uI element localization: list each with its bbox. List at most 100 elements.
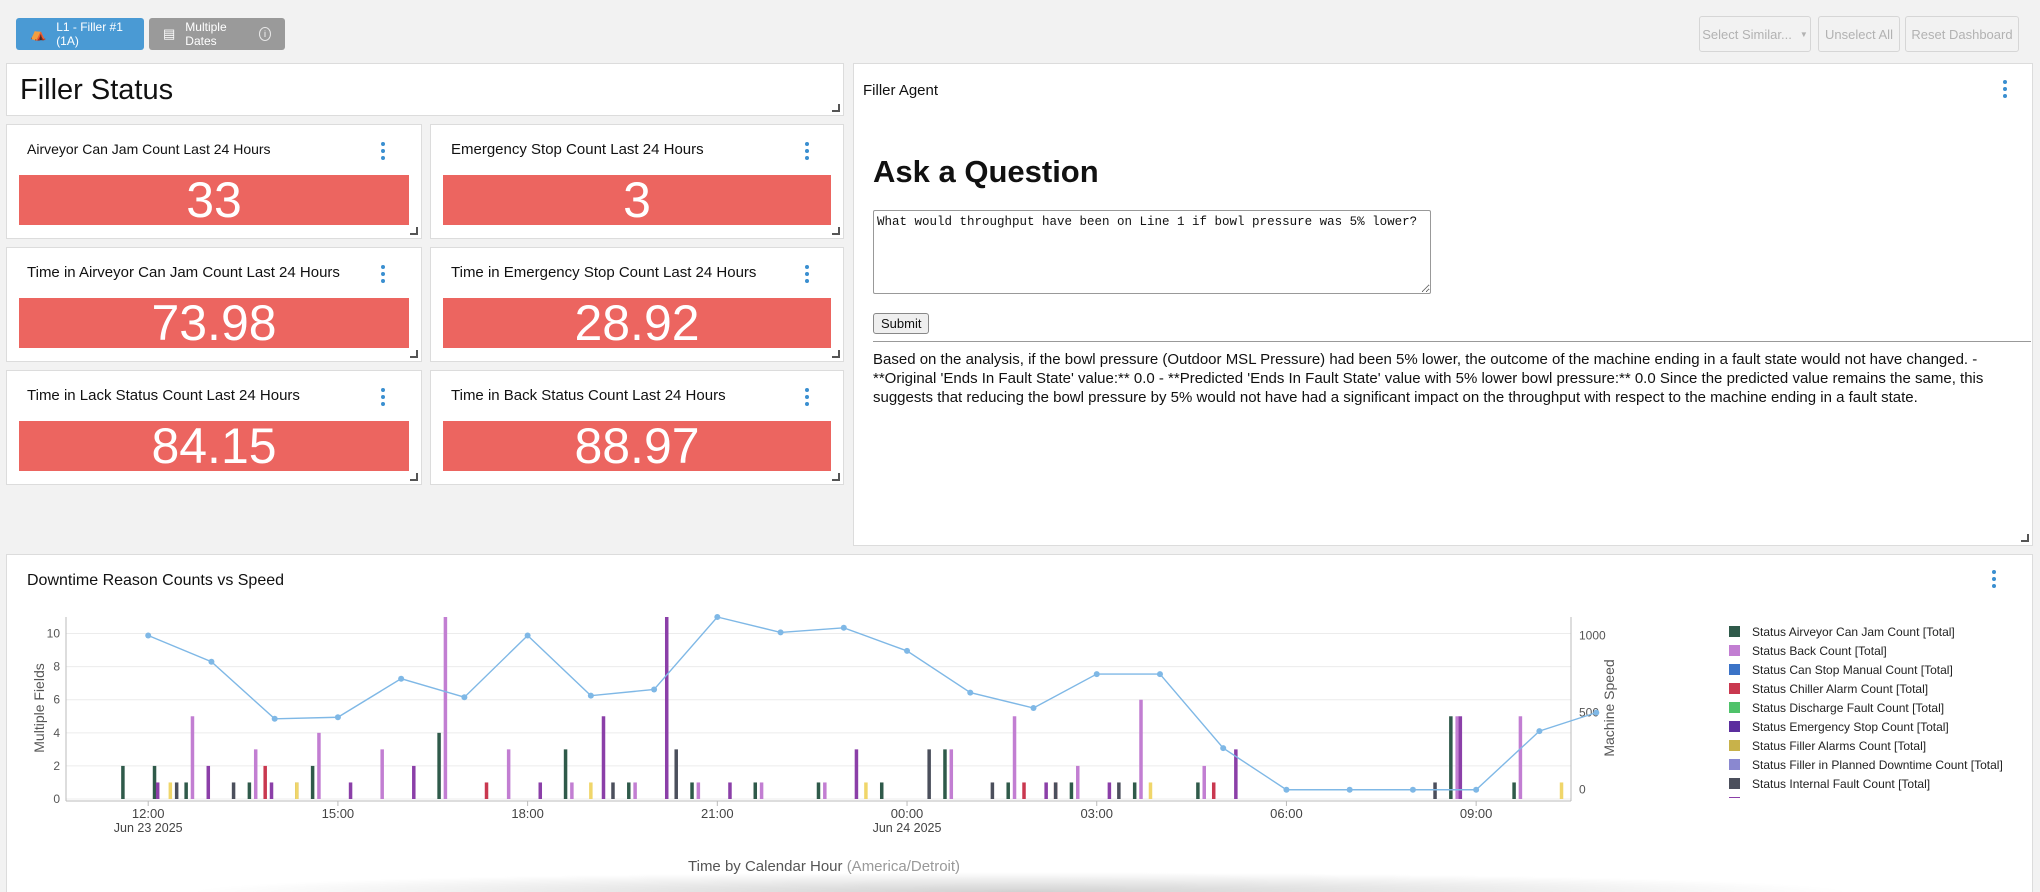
select-similar-label: Select Similar... xyxy=(1702,26,1792,42)
kpi-title: Time in Lack Status Count Last 24 Hours xyxy=(27,387,300,404)
legend-item[interactable]: Status Internal Fault Count [Total] xyxy=(1729,774,2029,793)
bar xyxy=(823,782,827,799)
speed-point xyxy=(587,692,594,699)
legend-swatch xyxy=(1729,740,1740,751)
y2-axis-title: Machine Speed xyxy=(1601,659,1617,756)
bar xyxy=(1518,716,1523,799)
bar xyxy=(1559,782,1564,799)
bar xyxy=(611,782,615,799)
speed-point xyxy=(461,694,468,701)
info-icon[interactable]: i xyxy=(258,27,271,41)
unselect-all-button[interactable]: Unselect All xyxy=(1818,16,1900,52)
kebab-menu-icon[interactable] xyxy=(380,265,386,283)
bar xyxy=(1234,749,1238,799)
submit-button[interactable]: Submit xyxy=(873,313,930,334)
y-axis-title: Multiple Fields xyxy=(31,663,47,752)
legend-label: Status Discharge Fault Count [Total] xyxy=(1752,700,1945,715)
legend-label: Status Internal Fault Count [Total] xyxy=(1752,776,1931,791)
y-tick-label: 0 xyxy=(53,792,60,806)
bar xyxy=(443,617,448,799)
bar xyxy=(231,782,236,799)
kebab-menu-icon[interactable] xyxy=(804,142,810,160)
legend-item[interactable]: Status Back Count [Total] xyxy=(1729,641,2029,660)
speed-point xyxy=(1593,709,1600,716)
x-tick-label: 09:00 xyxy=(1460,806,1493,821)
legend-swatch xyxy=(1729,759,1740,770)
legend-item[interactable]: Status Lack Count [Total] xyxy=(1729,793,2029,798)
kpi-title: Emergency Stop Count Last 24 Hours xyxy=(451,141,704,158)
bar xyxy=(627,782,631,799)
kebab-menu-icon[interactable] xyxy=(2002,80,2008,98)
bar xyxy=(601,716,606,799)
bar xyxy=(121,765,125,799)
legend-item[interactable]: Status Airveyor Can Jam Count [Total] xyxy=(1729,622,2029,641)
reset-dashboard-button[interactable]: Reset Dashboard xyxy=(1905,16,2019,52)
x-tick-sublabel: Jun 24 2025 xyxy=(873,821,942,835)
kpi-value: 3 xyxy=(443,175,831,225)
legend-item[interactable]: Status Filler Alarms Count [Total] xyxy=(1729,736,2029,755)
bar xyxy=(484,782,489,799)
resize-handle[interactable] xyxy=(410,473,418,481)
bar xyxy=(664,617,669,799)
filter-dates-button[interactable]: ▤ Multiple Dates i xyxy=(149,18,285,50)
resize-handle[interactable] xyxy=(832,473,840,481)
kpi-value: 84.15 xyxy=(19,421,409,471)
resize-handle[interactable] xyxy=(832,227,840,235)
resize-handle[interactable] xyxy=(2021,534,2029,542)
bar xyxy=(1433,782,1437,799)
legend-item[interactable]: Status Emergency Stop Count [Total] xyxy=(1729,717,2029,736)
bar xyxy=(864,782,868,799)
x-tick-label: 12:00 xyxy=(132,806,165,821)
speed-point xyxy=(1536,728,1543,735)
y-tick-label: 6 xyxy=(53,693,60,707)
speed-point xyxy=(1030,705,1037,711)
bar xyxy=(1455,716,1459,799)
kebab-menu-icon[interactable] xyxy=(804,265,810,283)
speed-point xyxy=(524,632,531,639)
bar xyxy=(1139,699,1143,799)
speed-point xyxy=(1093,671,1100,678)
chart-panel: Downtime Reason Counts vs Speed xyxy=(6,554,2033,892)
bar xyxy=(1022,782,1026,799)
speed-point xyxy=(334,714,341,721)
legend-label: Status Back Count [Total] xyxy=(1752,643,1887,658)
agent-panel: Filler Agent Ask a Question What would t… xyxy=(853,63,2033,546)
resize-handle[interactable] xyxy=(410,227,418,235)
speed-point xyxy=(145,632,152,639)
bar xyxy=(633,782,637,799)
bar xyxy=(184,782,188,799)
legend-item[interactable]: Status Chiller Alarm Count [Total] xyxy=(1729,679,2029,698)
kpi-value: 88.97 xyxy=(443,421,831,471)
kebab-menu-icon[interactable] xyxy=(380,388,386,406)
filler-icon: ⛺ xyxy=(30,26,47,41)
legend-item[interactable]: Status Can Stop Manual Count [Total] xyxy=(1729,660,2029,679)
select-similar-dropdown[interactable]: Select Similar... ▼ xyxy=(1699,16,1811,52)
legend-label: Status Filler Alarms Count [Total] xyxy=(1752,738,1927,753)
speed-point xyxy=(777,629,784,636)
x-axis-title: Time by Calendar Hour xyxy=(688,858,843,875)
bar xyxy=(1202,765,1206,799)
resize-handle[interactable] xyxy=(410,350,418,358)
speed-line xyxy=(147,616,1597,791)
speed-point xyxy=(398,675,405,682)
kebab-menu-icon[interactable] xyxy=(380,142,386,160)
legend-item[interactable]: Status Filler in Planned Downtime Count … xyxy=(1729,755,2029,774)
legend-label: Status Emergency Stop Count [Total] xyxy=(1752,719,1949,734)
filter-line-label: L1 - Filler #1 (1A) xyxy=(56,20,123,48)
legend-swatch xyxy=(1729,778,1740,789)
bar xyxy=(538,782,543,799)
resize-handle[interactable] xyxy=(832,104,840,112)
bar xyxy=(990,782,995,799)
question-input[interactable]: What would throughput have been on Line … xyxy=(873,210,1431,294)
legend-swatch xyxy=(1729,797,1740,798)
bar xyxy=(879,782,884,799)
kpi-tile: Time in Back Status Count Last 24 Hours … xyxy=(430,370,844,485)
kebab-menu-icon[interactable] xyxy=(1991,570,1997,588)
filter-line-button[interactable]: ⛺ L1 - Filler #1 (1A) xyxy=(16,18,144,50)
bar xyxy=(1117,782,1121,799)
legend-item[interactable]: Status Discharge Fault Count [Total] xyxy=(1729,698,2029,717)
kpi-title: Time in Emergency Stop Count Last 24 Hou… xyxy=(451,264,757,281)
filter-dates-label: Multiple Dates xyxy=(185,20,227,48)
kebab-menu-icon[interactable] xyxy=(804,388,810,406)
resize-handle[interactable] xyxy=(832,350,840,358)
